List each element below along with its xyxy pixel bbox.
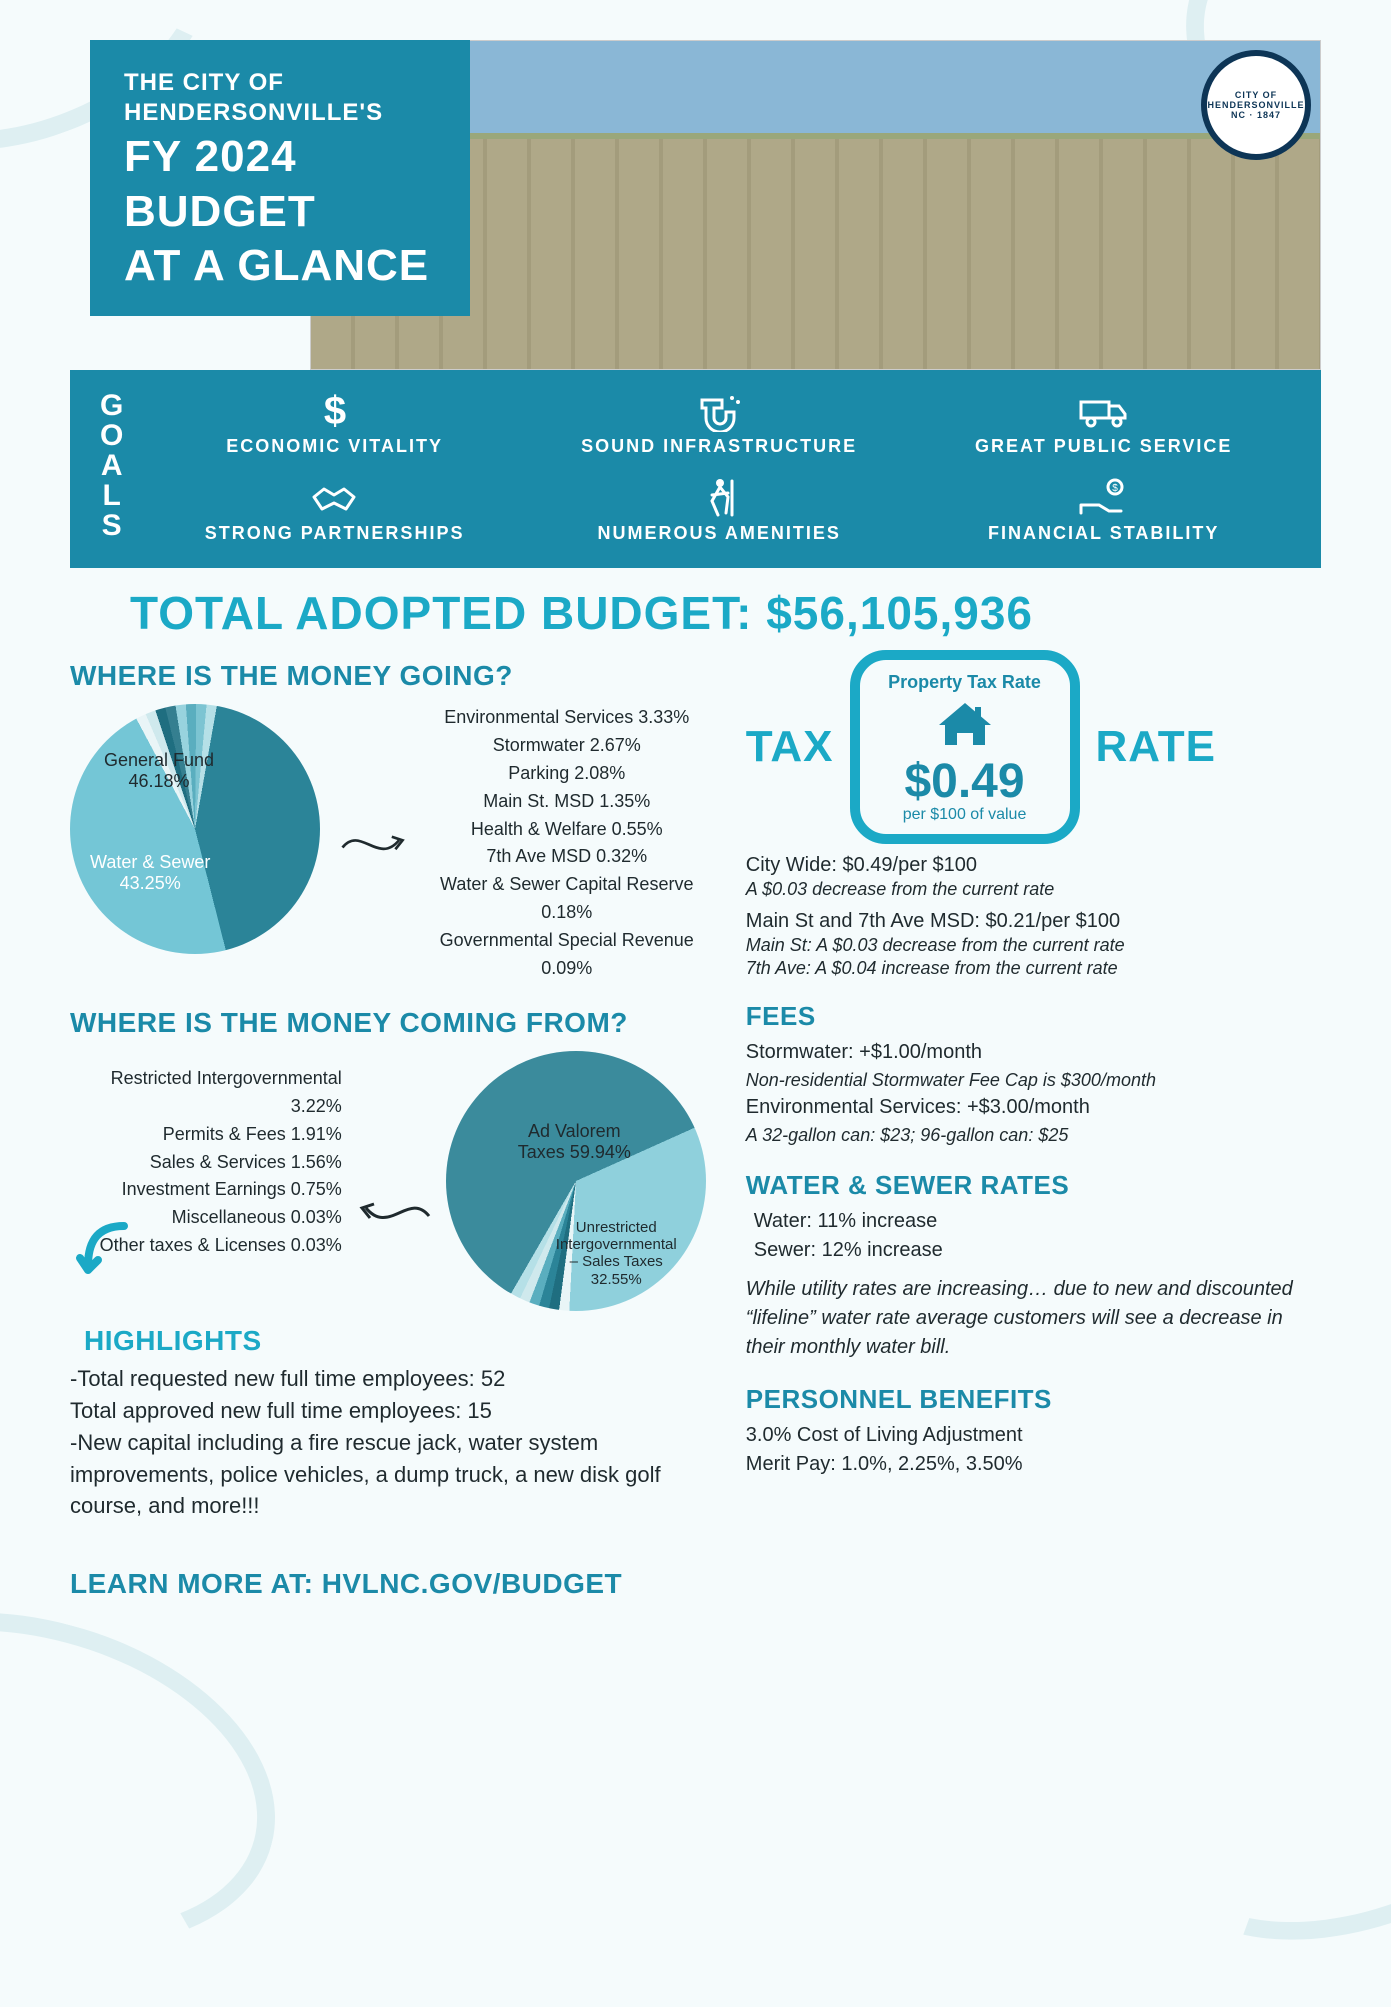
list-item: Restricted Intergovernmental 3.22% (70, 1065, 342, 1121)
title-box: THE CITY OF HENDERSONVILLE'S FY 2024 BUD… (90, 40, 470, 316)
tax-rate-row: TAX Property Tax Rate $0.49 per $100 of … (746, 650, 1321, 844)
fee-subline: Non-residential Stormwater Fee Cap is $3… (746, 1067, 1321, 1093)
title-line-3: FY 2024 (124, 132, 436, 183)
tax-word-right: RATE (1096, 722, 1217, 772)
fees-lines: Stormwater: +$1.00/monthNon-residential … (746, 1038, 1321, 1148)
goal-label: NUMEROUS AMENITIES (597, 523, 840, 543)
house-icon (933, 699, 997, 751)
highlight-line: -New capital including a fire rescue jac… (70, 1427, 706, 1523)
connector-arrow-icon (338, 818, 410, 868)
great-public-service-icon (1077, 388, 1131, 432)
coming-heading: WHERE IS THE MONEY COMING FROM? (70, 1007, 706, 1039)
sewer-increase: Sewer: 12% increase (754, 1236, 1321, 1265)
goals-label: GOALS (100, 388, 127, 544)
going-pie-label-water: Water & Sewer43.25% (90, 852, 210, 893)
goal-great-public-service: GREAT PUBLIC SERVICE (916, 388, 1291, 457)
fees-heading: FEES (746, 1001, 1321, 1032)
water-note: While utility rates are increasing… due … (746, 1275, 1321, 1362)
title-line-1: THE CITY OF (124, 68, 436, 98)
goal-sound-infrastructure: SOUND INFRASTRUCTURE (532, 388, 907, 457)
tax-card-caption: Property Tax Rate (882, 672, 1048, 693)
tax-subline: Main St: A $0.03 decrease from the curre… (746, 935, 1321, 956)
title-line-2: HENDERSONVILLE'S (124, 98, 436, 128)
arrow-down-icon (74, 1218, 144, 1288)
goal-label: GREAT PUBLIC SERVICE (975, 436, 1232, 456)
connector-arrow-icon (354, 1186, 434, 1236)
total-budget-line: TOTAL ADOPTED BUDGET: $56,105,936 (130, 586, 1321, 640)
goal-economic-vitality: $ ECONOMIC VITALITY (147, 388, 522, 457)
going-pie-label-general: General Fund46.18% (104, 750, 214, 791)
personnel-cola: 3.0% Cost of Living Adjustment (746, 1421, 1321, 1450)
tax-card-amount: $0.49 (882, 758, 1048, 806)
goal-label: FINANCIAL STABILITY (988, 523, 1219, 543)
learn-more-link[interactable]: LEARN MORE AT: HVLNC.GOV/BUDGET (70, 1568, 706, 1600)
fee-line: Environmental Services: +$3.00/month (746, 1093, 1321, 1122)
highlight-line: -Total requested new full time employees… (70, 1363, 706, 1395)
sound-infrastructure-icon (692, 388, 746, 432)
personnel-merit: Merit Pay: 1.0%, 2.25%, 3.50% (746, 1450, 1321, 1479)
economic-vitality-icon: $ (308, 388, 362, 432)
water-lines: Water: 11% increase Sewer: 12% increase … (746, 1207, 1321, 1362)
water-heading: WATER & SEWER RATES (746, 1170, 1321, 1201)
tax-line: City Wide: $0.49/per $100 (746, 854, 1321, 877)
going-pie-chart: General Fund46.18% Water & Sewer43.25% (70, 704, 320, 954)
goal-label: SOUND INFRASTRUCTURE (581, 436, 857, 456)
fee-line: Stormwater: +$1.00/month (746, 1038, 1321, 1067)
list-item: Health & Welfare 0.55% (428, 816, 706, 844)
goal-numerous-amenities: NUMEROUS AMENITIES (532, 475, 907, 544)
svg-text:$: $ (323, 389, 345, 432)
total-label: TOTAL ADOPTED BUDGET: (130, 587, 766, 639)
highlight-line: Total approved new full time employees: … (70, 1395, 706, 1427)
tax-subline: A $0.03 decrease from the current rate (746, 879, 1321, 900)
coming-pie-chart: Ad ValoremTaxes 59.94% UnrestrictedInter… (446, 1051, 706, 1311)
header: CITY OF HENDERSONVILLE NC · 1847 THE CIT… (70, 40, 1321, 568)
list-item: Sales & Services 1.56% (70, 1149, 342, 1177)
list-item: Water & Sewer Capital Reserve 0.18% (428, 871, 706, 927)
highlights-body: -Total requested new full time employees… (70, 1363, 706, 1522)
list-item: Investment Earnings 0.75% (70, 1176, 342, 1204)
tax-line: Main St and 7th Ave MSD: $0.21/per $100 (746, 910, 1321, 933)
goal-financial-stability: $ FINANCIAL STABILITY (916, 475, 1291, 544)
list-item: Environmental Services 3.33% (428, 704, 706, 732)
list-item: Permits & Fees 1.91% (70, 1121, 342, 1149)
water-increase: Water: 11% increase (754, 1207, 1321, 1236)
tax-subline: 7th Ave: A $0.04 increase from the curre… (746, 958, 1321, 979)
coming-pie-label-sales: UnrestrictedIntergovernmental– Sales Tax… (556, 1219, 677, 1288)
list-item: 7th Ave MSD 0.32% (428, 843, 706, 871)
goal-label: STRONG PARTNERSHIPS (205, 523, 465, 543)
fee-subline: A 32-gallon can: $23; 96-gallon can: $25 (746, 1122, 1321, 1148)
seal-text: CITY OF HENDERSONVILLE NC · 1847 (1207, 90, 1305, 120)
financial-stability-icon: $ (1077, 475, 1131, 519)
highlights-heading: HIGHLIGHTS (84, 1325, 706, 1357)
going-heading: WHERE IS THE MONEY GOING? (70, 660, 706, 692)
list-item: Stormwater 2.67% (428, 732, 706, 760)
tax-card-per: per $100 of value (882, 806, 1048, 824)
title-line-4: BUDGET (124, 187, 436, 238)
total-amount: $56,105,936 (766, 587, 1033, 639)
tax-rate-card: Property Tax Rate $0.49 per $100 of valu… (850, 650, 1080, 844)
going-other-list: Environmental Services 3.33%Stormwater 2… (428, 704, 706, 983)
list-item: Governmental Special Revenue 0.09% (428, 927, 706, 983)
strong-partnerships-icon (308, 475, 362, 519)
title-line-5: AT A GLANCE (124, 241, 436, 292)
tax-detail-lines: City Wide: $0.49/per $100A $0.03 decreas… (746, 854, 1321, 979)
personnel-lines: 3.0% Cost of Living Adjustment Merit Pay… (746, 1421, 1321, 1479)
tax-word-left: TAX (746, 722, 834, 772)
list-item: Parking 2.08% (428, 760, 706, 788)
city-seal-icon: CITY OF HENDERSONVILLE NC · 1847 (1201, 50, 1311, 160)
goal-label: ECONOMIC VITALITY (226, 436, 443, 456)
goal-strong-partnerships: STRONG PARTNERSHIPS (147, 475, 522, 544)
goals-bar: GOALS $ ECONOMIC VITALITY SOUND INFRASTRUC… (70, 370, 1321, 568)
personnel-heading: PERSONNEL BENEFITS (746, 1384, 1321, 1415)
coming-pie-label-advalorem: Ad ValoremTaxes 59.94% (518, 1121, 631, 1162)
svg-text:$: $ (1112, 483, 1118, 494)
numerous-amenities-icon (692, 475, 746, 519)
list-item: Main St. MSD 1.35% (428, 788, 706, 816)
